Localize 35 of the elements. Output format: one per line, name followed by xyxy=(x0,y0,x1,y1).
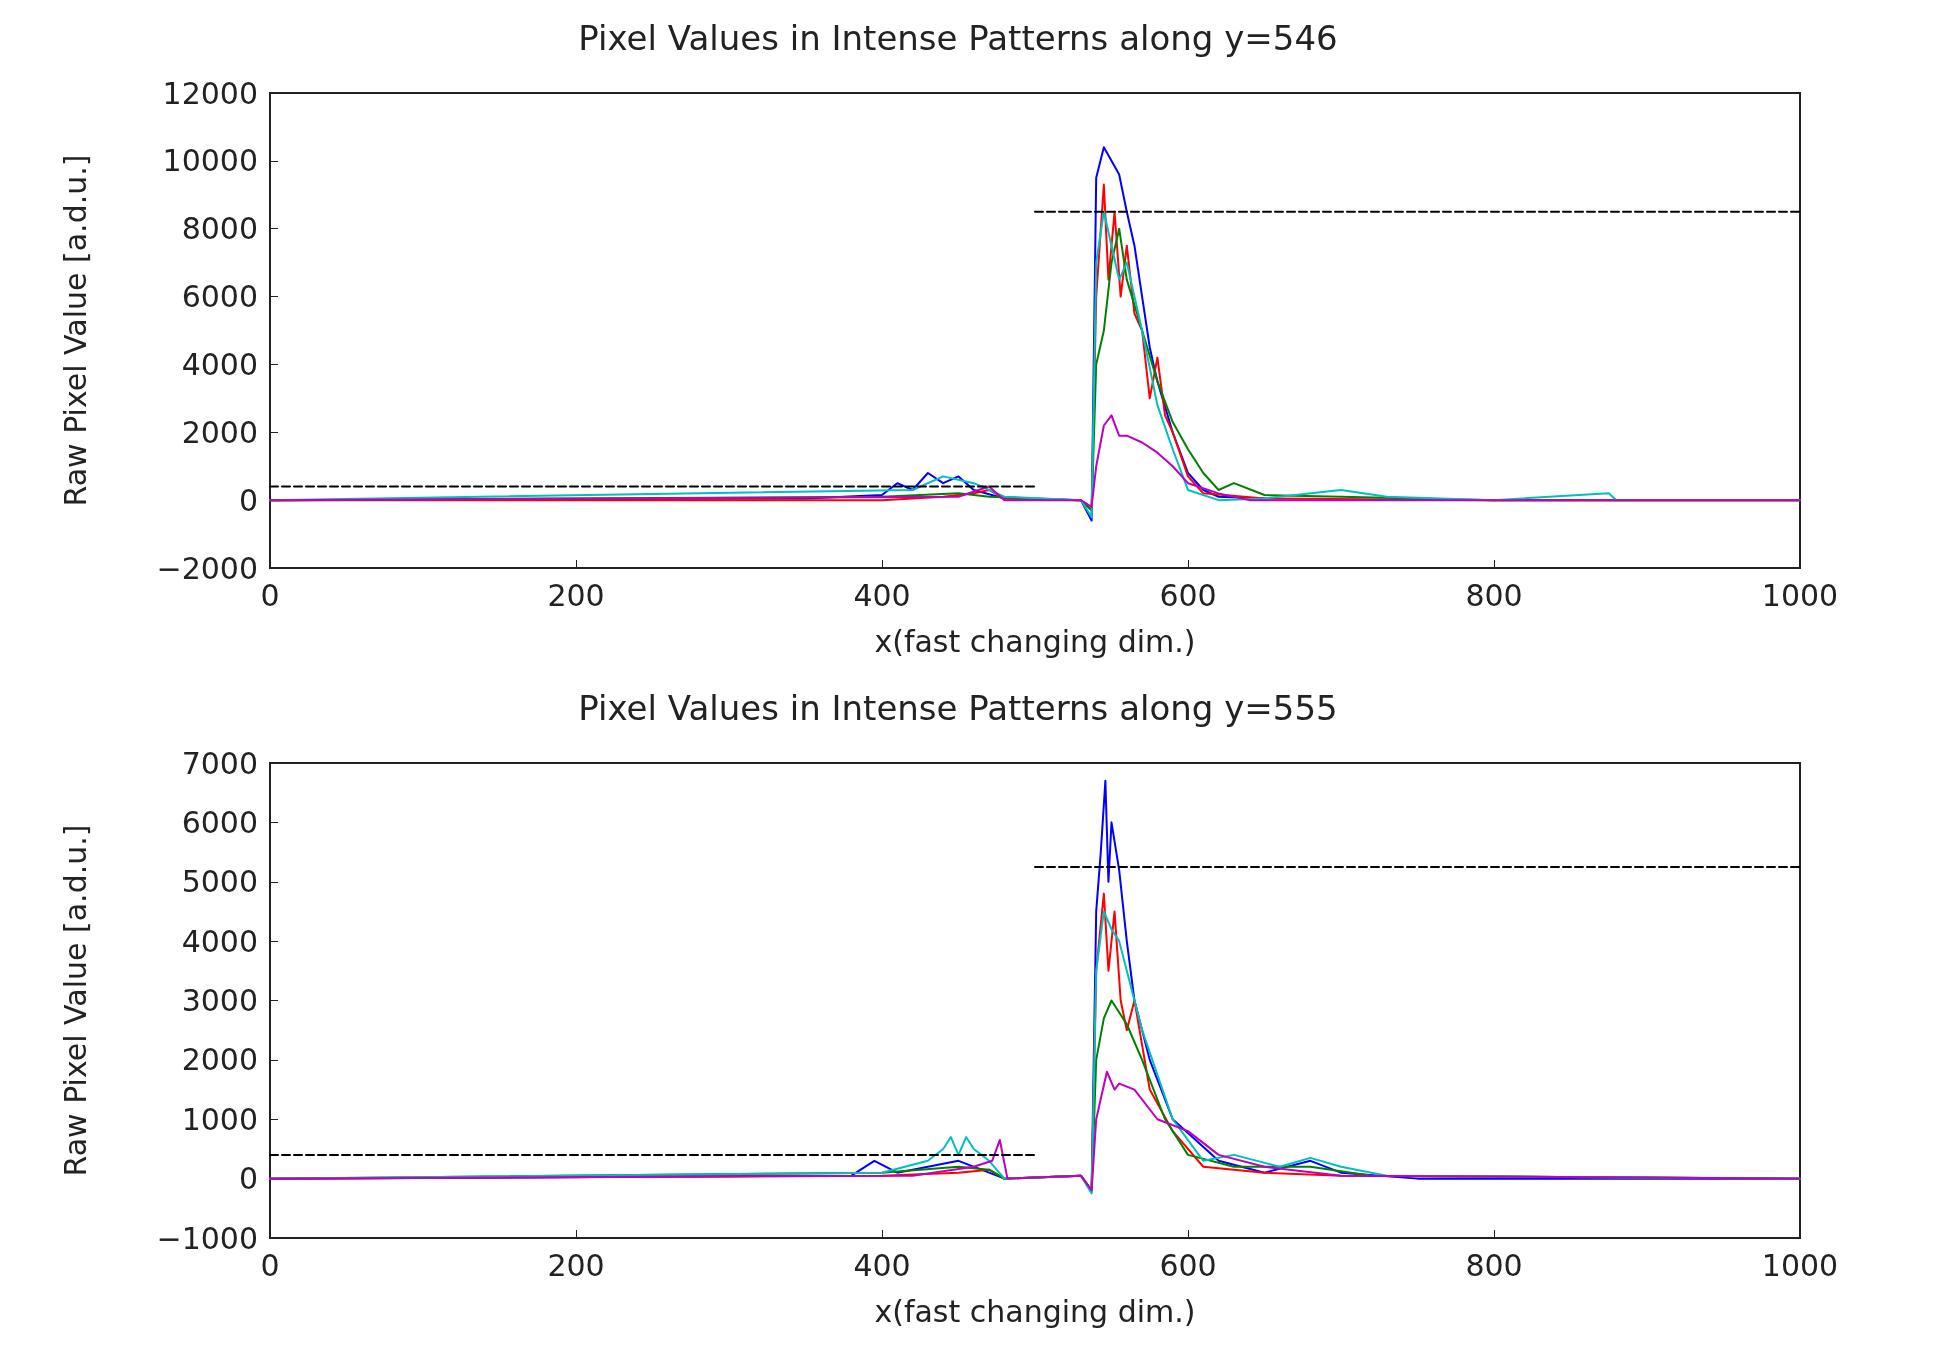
chart-title: Pixel Values in Intense Patterns along y=555 xyxy=(578,688,1338,728)
x-tick-label: 600 xyxy=(1159,1247,1217,1283)
y-tick-label: 1000 xyxy=(181,1101,258,1137)
y-tick-label: 6000 xyxy=(181,804,258,840)
y-tick-label: 3000 xyxy=(181,983,258,1018)
y-axis-title: Raw Pixel Value [a.d.u.] xyxy=(57,824,93,1177)
y-tick-label: 4000 xyxy=(181,346,258,382)
x-tick-label: 800 xyxy=(1465,577,1523,613)
x-tick-label: 1000 xyxy=(1761,577,1839,613)
y-tick-label: 7000 xyxy=(181,745,258,781)
x-axis-title: x(fast changing dim.) xyxy=(874,623,1196,659)
x-axis-title: x(fast changing dim.) xyxy=(874,1293,1196,1329)
x-tick-label: 0 xyxy=(260,577,280,613)
y-tick-label: 10000 xyxy=(162,143,258,179)
y-tick-label: 5000 xyxy=(181,864,258,900)
x-tick-label: 800 xyxy=(1465,1247,1523,1283)
y-tick-label: 12000 xyxy=(162,75,258,111)
chart-title: Pixel Values in Intense Patterns along y=546 xyxy=(578,18,1338,58)
y-tick-label: 0 xyxy=(238,482,258,518)
x-tick-label: 600 xyxy=(1159,577,1217,613)
y-tick-label: −1000 xyxy=(156,1220,258,1256)
y-axis-title: Raw Pixel Value [a.d.u.] xyxy=(57,154,93,507)
y-tick-label: −2000 xyxy=(156,550,258,586)
y-tick-label: 4000 xyxy=(181,923,258,959)
y-tick-label: 6000 xyxy=(181,279,258,315)
x-tick-label: 400 xyxy=(853,1247,911,1283)
y-tick-label: 2000 xyxy=(181,1042,258,1078)
x-tick-label: 200 xyxy=(547,1247,605,1283)
y-tick-label: 0 xyxy=(238,1161,258,1197)
y-tick-label: 2000 xyxy=(181,414,258,450)
x-tick-label: 200 xyxy=(547,577,605,613)
x-tick-label: 400 xyxy=(853,577,911,613)
y-tick-label: 8000 xyxy=(181,211,258,247)
x-tick-label: 1000 xyxy=(1761,1247,1839,1283)
x-tick-label: 0 xyxy=(260,1247,280,1283)
